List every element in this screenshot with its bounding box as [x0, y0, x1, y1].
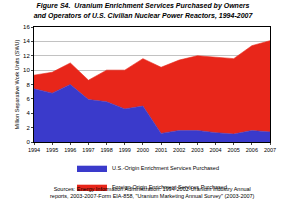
svg-text:U.S.-Origin Enrichment Service: U.S.-Origin Enrichment Services Purchase…: [112, 165, 219, 171]
svg-text:8: 8: [26, 82, 30, 88]
svg-text:2006: 2006: [246, 147, 258, 153]
svg-text:4: 4: [26, 110, 30, 116]
svg-text:2002: 2002: [173, 147, 185, 153]
svg-text:10: 10: [23, 67, 30, 73]
svg-text:2003: 2003: [191, 147, 203, 153]
svg-text:1996: 1996: [64, 147, 76, 153]
svg-text:2001: 2001: [155, 147, 167, 153]
svg-text:1998: 1998: [100, 147, 112, 153]
svg-text:1997: 1997: [82, 147, 94, 153]
svg-text:Foreign-Origin Enrichment Serv: Foreign-Origin Enrichment Services Purch…: [112, 184, 227, 190]
svg-text:14: 14: [23, 38, 30, 44]
svg-text:2005: 2005: [228, 147, 240, 153]
svg-text:12: 12: [23, 53, 30, 59]
svg-text:1999: 1999: [119, 147, 131, 153]
svg-text:Sources: Energy Information Ad: Sources: Energy Information Administrati…: [50, 186, 255, 199]
svg-text:6: 6: [26, 96, 30, 102]
svg-text:16: 16: [23, 24, 30, 30]
svg-text:1994: 1994: [28, 147, 40, 153]
svg-text:2: 2: [26, 125, 30, 131]
svg-text:0: 0: [26, 139, 30, 145]
svg-text:2000: 2000: [137, 147, 149, 153]
svg-text:Million Separative Work Units: Million Separative Work Units (SWU): [14, 39, 20, 129]
svg-text:Figure S4. Uranium Enrichment: Figure S4. Uranium Enrichment Services P…: [34, 2, 254, 19]
svg-text:2004: 2004: [209, 147, 221, 153]
svg-text:1995: 1995: [46, 147, 58, 153]
svg-text:2007: 2007: [264, 147, 276, 153]
